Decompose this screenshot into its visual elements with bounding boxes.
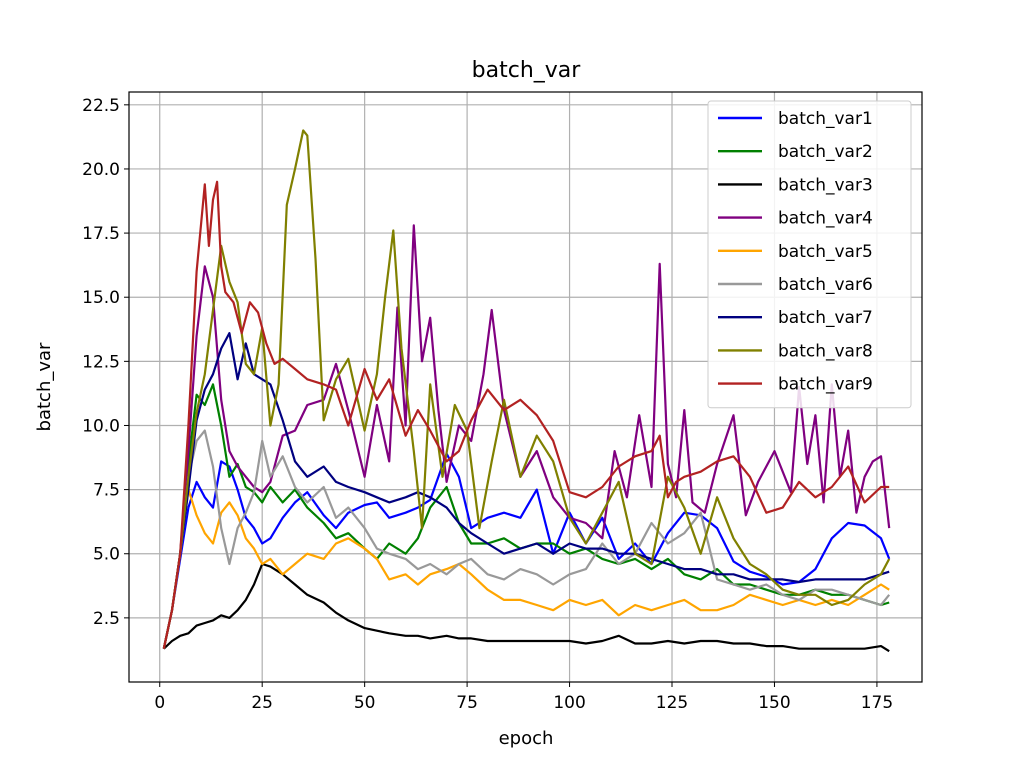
y-tick-label: 15.0 (82, 288, 120, 308)
series-line-batch_var7 (162, 332, 890, 649)
legend-label: batch_var3 (778, 175, 873, 195)
y-tick-label: 2.5 (93, 609, 120, 629)
y-tick-label: 5.0 (93, 545, 120, 565)
x-axis-label: epoch (499, 728, 554, 749)
legend-label: batch_var8 (778, 341, 873, 361)
series-line-batch_var1 (162, 452, 891, 649)
legend-label: batch_var5 (778, 242, 873, 262)
plot-frame (128, 91, 923, 683)
y-tick-label: 22.5 (82, 96, 120, 116)
legend-label: batch_var2 (778, 142, 873, 162)
x-tick-label: 175 (861, 693, 893, 713)
legend-label: batch_var6 (778, 275, 873, 295)
legend-label: batch_var1 (778, 109, 873, 129)
y-axis-label: batch_var (34, 342, 55, 432)
legend-label: batch_var4 (778, 209, 873, 229)
legend-label: batch_var7 (778, 308, 873, 328)
legend-label: batch_var9 (778, 375, 873, 395)
y-tick-label: 20.0 (82, 160, 120, 180)
legend: batch_var1 batch_var2 batch_var3 batch_var4… (707, 100, 912, 409)
series-group (162, 129, 891, 653)
x-tick-label: 0 (154, 693, 165, 713)
y-tick-label: 7.5 (93, 481, 120, 501)
x-tick-label: 100 (553, 693, 585, 713)
x-tick-label: 150 (758, 693, 790, 713)
x-tick-label: 50 (354, 693, 376, 713)
axis-ticks: 0 25 50 75 100 125 150 175 2.5 5.0 7.5 10.0 12.5 15.0… (82, 96, 893, 713)
series-line-batch_var9 (162, 180, 890, 649)
series-line-batch_var8 (162, 129, 891, 649)
x-tick-label: 25 (251, 693, 273, 713)
y-tick-label: 10.0 (82, 416, 120, 436)
x-tick-label: 75 (456, 693, 478, 713)
legend-box (707, 100, 912, 409)
chart-title: batch_var (472, 58, 582, 83)
y-tick-label: 12.5 (82, 352, 120, 372)
y-tick-label: 17.5 (82, 224, 120, 244)
x-tick-label: 125 (656, 693, 688, 713)
series-line-batch_var6 (162, 429, 891, 649)
series-line-batch_var3 (163, 562, 890, 653)
